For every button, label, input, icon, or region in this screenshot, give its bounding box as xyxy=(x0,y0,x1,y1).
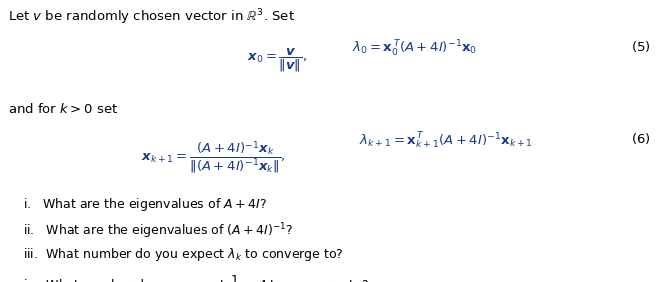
Text: iii.  What number do you expect $\lambda_k$ to converge to?: iii. What number do you expect $\lambda_… xyxy=(23,246,343,263)
Text: $\boldsymbol{x}_{k+1} = \dfrac{(A + 4I)^{-1}\boldsymbol{x}_k}{\|(A + 4I)^{-1}\bo: $\boldsymbol{x}_{k+1} = \dfrac{(A + 4I)^… xyxy=(141,140,286,176)
Text: $\lambda_0 = \mathbf{x}_0^{\,T}(A + 4I)^{-1}\mathbf{x}_0$: $\lambda_0 = \mathbf{x}_0^{\,T}(A + 4I)^… xyxy=(352,39,477,59)
Text: Let $\mathit{v}$ be randomly chosen vector in $\mathbb{R}^3$. Set: Let $\mathit{v}$ be randomly chosen vect… xyxy=(8,7,295,27)
Text: i.   What are the eigenvalues of $A + 4I$?: i. What are the eigenvalues of $A + 4I$? xyxy=(23,196,266,213)
Text: $\boldsymbol{x}_0 = \dfrac{\boldsymbol{v}}{\|\boldsymbol{v}\|},$: $\boldsymbol{x}_0 = \dfrac{\boldsymbol{v… xyxy=(247,47,307,74)
Text: $\lambda_{k+1} = \mathbf{x}_{k+1}^{\,T}(A + 4I)^{-1}\mathbf{x}_{k+1}$: $\lambda_{k+1} = \mathbf{x}_{k+1}^{\,T}(… xyxy=(359,131,532,151)
Text: $(6)$: $(6)$ xyxy=(630,131,650,146)
Text: ii.   What are the eigenvalues of $(A + 4I)^{-1}$?: ii. What are the eigenvalues of $(A + 4I… xyxy=(23,221,293,241)
Text: and for $k > 0$ set: and for $k > 0$ set xyxy=(8,102,118,116)
Text: iv.  What number do you expect $\dfrac{1}{\lambda_k} - 4$ to converge to?: iv. What number do you expect $\dfrac{1}… xyxy=(23,274,369,282)
Text: $(5)$: $(5)$ xyxy=(630,39,650,54)
